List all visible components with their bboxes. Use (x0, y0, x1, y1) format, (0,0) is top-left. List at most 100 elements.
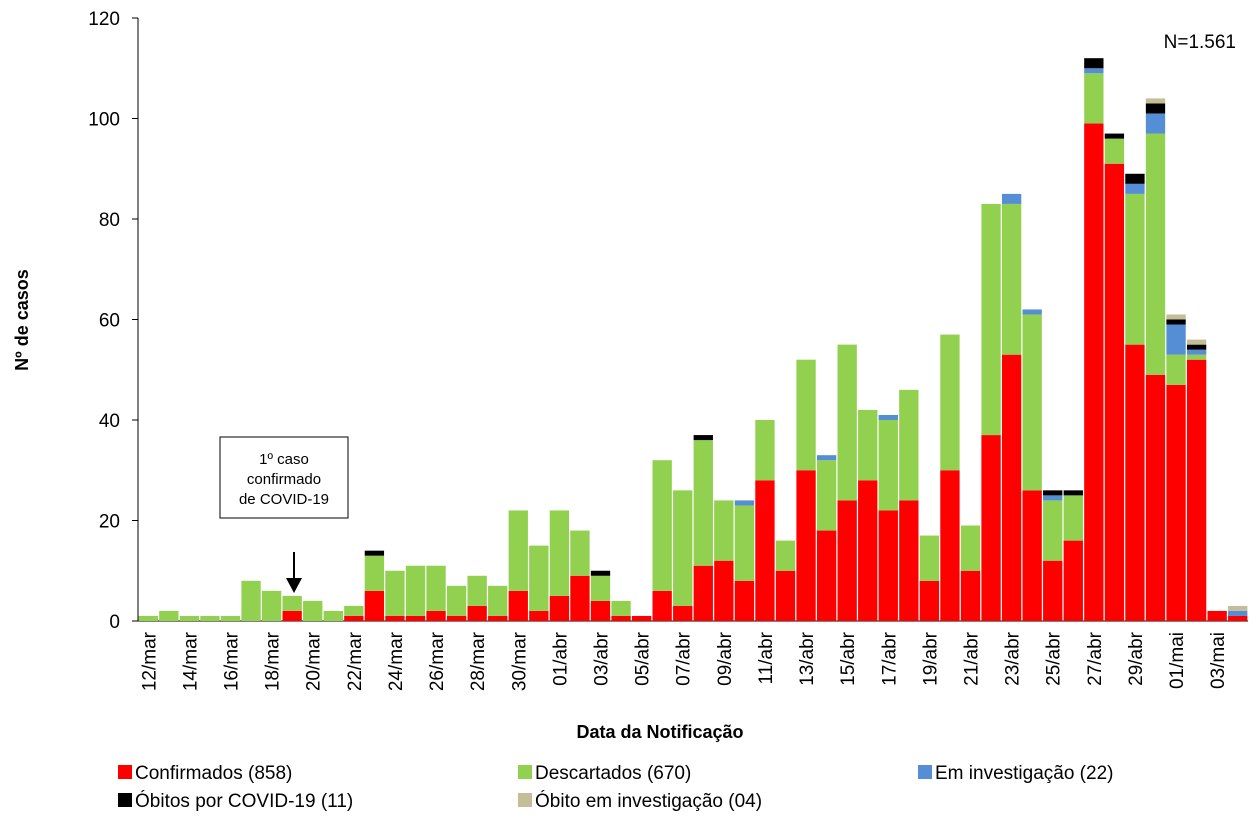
x-tick-label: 01/abr (550, 631, 571, 686)
legend-label: Em investigação (22) (935, 763, 1113, 784)
bar-segment (631, 615, 652, 621)
bar-segment (878, 414, 898, 420)
bar-segment (344, 615, 364, 621)
bar-segment (1022, 309, 1042, 315)
bar-segment (508, 510, 528, 591)
bar-segment (405, 615, 426, 621)
legend-swatch (518, 765, 532, 779)
bar-segment (734, 580, 755, 621)
bar-segment (282, 610, 302, 621)
y-tick-label: 100 (88, 110, 120, 131)
bar-segment (590, 575, 611, 601)
bar-segment (529, 545, 549, 611)
bar-segment (508, 590, 528, 621)
x-tick-label: 13/abr (797, 631, 818, 686)
legend-swatch (918, 765, 932, 779)
x-tick-label: 23/abr (1003, 631, 1024, 686)
x-tick-label: 14/mar (180, 631, 201, 691)
bar-segment (282, 595, 302, 611)
bar-segment (364, 555, 385, 591)
bar-segment (590, 600, 611, 621)
bar-segment (549, 510, 570, 596)
bar-segment (446, 615, 467, 621)
bar-segment (775, 570, 796, 621)
bar-segment (673, 605, 693, 621)
bar-segment (385, 570, 405, 616)
bar-segment (364, 550, 385, 556)
bar-segment (714, 500, 734, 561)
bar-segment (1022, 490, 1042, 621)
bar-segment (1145, 113, 1166, 134)
bar-segment (1104, 163, 1125, 621)
legend-label: Confirmados (858) (135, 763, 292, 784)
bar-segment (899, 500, 919, 621)
bar-segment (1186, 344, 1207, 350)
x-tick-label: 09/abr (715, 631, 736, 686)
bar-segment (1166, 319, 1186, 325)
bar-segment (1043, 500, 1063, 561)
bar-segment (1166, 384, 1186, 621)
x-tick-label: 30/mar (509, 631, 530, 691)
x-tick-label: 19/abr (920, 631, 941, 686)
bar-segment (1063, 540, 1083, 621)
bar-segment (405, 565, 426, 616)
bar-segment (878, 510, 898, 621)
x-tick-label: 22/mar (345, 631, 366, 691)
x-tick-label: 15/abr (838, 631, 859, 686)
x-tick-label: 18/mar (263, 631, 284, 691)
x-tick-label: 03/mai (1208, 632, 1229, 689)
bar-segment (1166, 324, 1186, 355)
y-tick-label: 40 (99, 411, 120, 432)
bar-segment (1166, 314, 1186, 320)
annotation-box (219, 436, 349, 519)
bar-segment (344, 605, 364, 616)
x-tick-label: 29/abr (1126, 631, 1147, 686)
bar-segment (1186, 354, 1207, 360)
bar-segment (570, 530, 590, 576)
x-tick-label: 21/abr (962, 631, 983, 686)
bar-segment (303, 600, 323, 621)
bar-segment (220, 615, 241, 621)
bar-segment (816, 455, 837, 461)
x-tick-label: 25/abr (1044, 631, 1065, 686)
x-tick-label: 20/mar (304, 631, 325, 691)
bar-segment (755, 420, 775, 481)
bar-segment (837, 344, 857, 501)
bar-segment (981, 203, 1001, 436)
bar-segment (1228, 615, 1248, 621)
bar-segment (1043, 490, 1063, 496)
bar-segment (1084, 68, 1104, 74)
x-tick-label: 28/mar (468, 631, 489, 691)
bar-segment (652, 460, 672, 591)
bar-segment (1228, 610, 1248, 616)
bar-segment (138, 615, 158, 621)
bar-segment (467, 605, 487, 621)
bar-segment (858, 409, 878, 481)
bar-segment (200, 615, 220, 621)
bar-segment (1104, 138, 1125, 164)
bar-segment (1043, 495, 1063, 501)
bar-segment (981, 435, 1001, 621)
legend-swatch (518, 793, 532, 807)
bar-segment (1043, 560, 1063, 621)
x-axis-title: Data da Notificação (576, 722, 743, 742)
bar-segment (1001, 203, 1022, 355)
bar-segment (1125, 193, 1145, 345)
bar-segment (796, 359, 816, 471)
note: N=1.561 (1164, 32, 1236, 53)
x-tick-label: 24/mar (386, 631, 407, 691)
bar-segment (611, 600, 631, 616)
bar-segment (796, 470, 816, 621)
y-tick-label: 120 (88, 9, 120, 30)
bar-segment (549, 595, 570, 621)
bar-segment (919, 535, 940, 581)
bar-segment (426, 565, 446, 611)
bar-segment (1063, 495, 1083, 541)
bar-segment (1125, 173, 1145, 184)
x-tick-label: 01/mai (1167, 632, 1188, 689)
bar-segment (1186, 349, 1207, 355)
bar-segment (426, 610, 446, 621)
bar-segment (1063, 490, 1083, 496)
bar-segment (734, 505, 755, 581)
